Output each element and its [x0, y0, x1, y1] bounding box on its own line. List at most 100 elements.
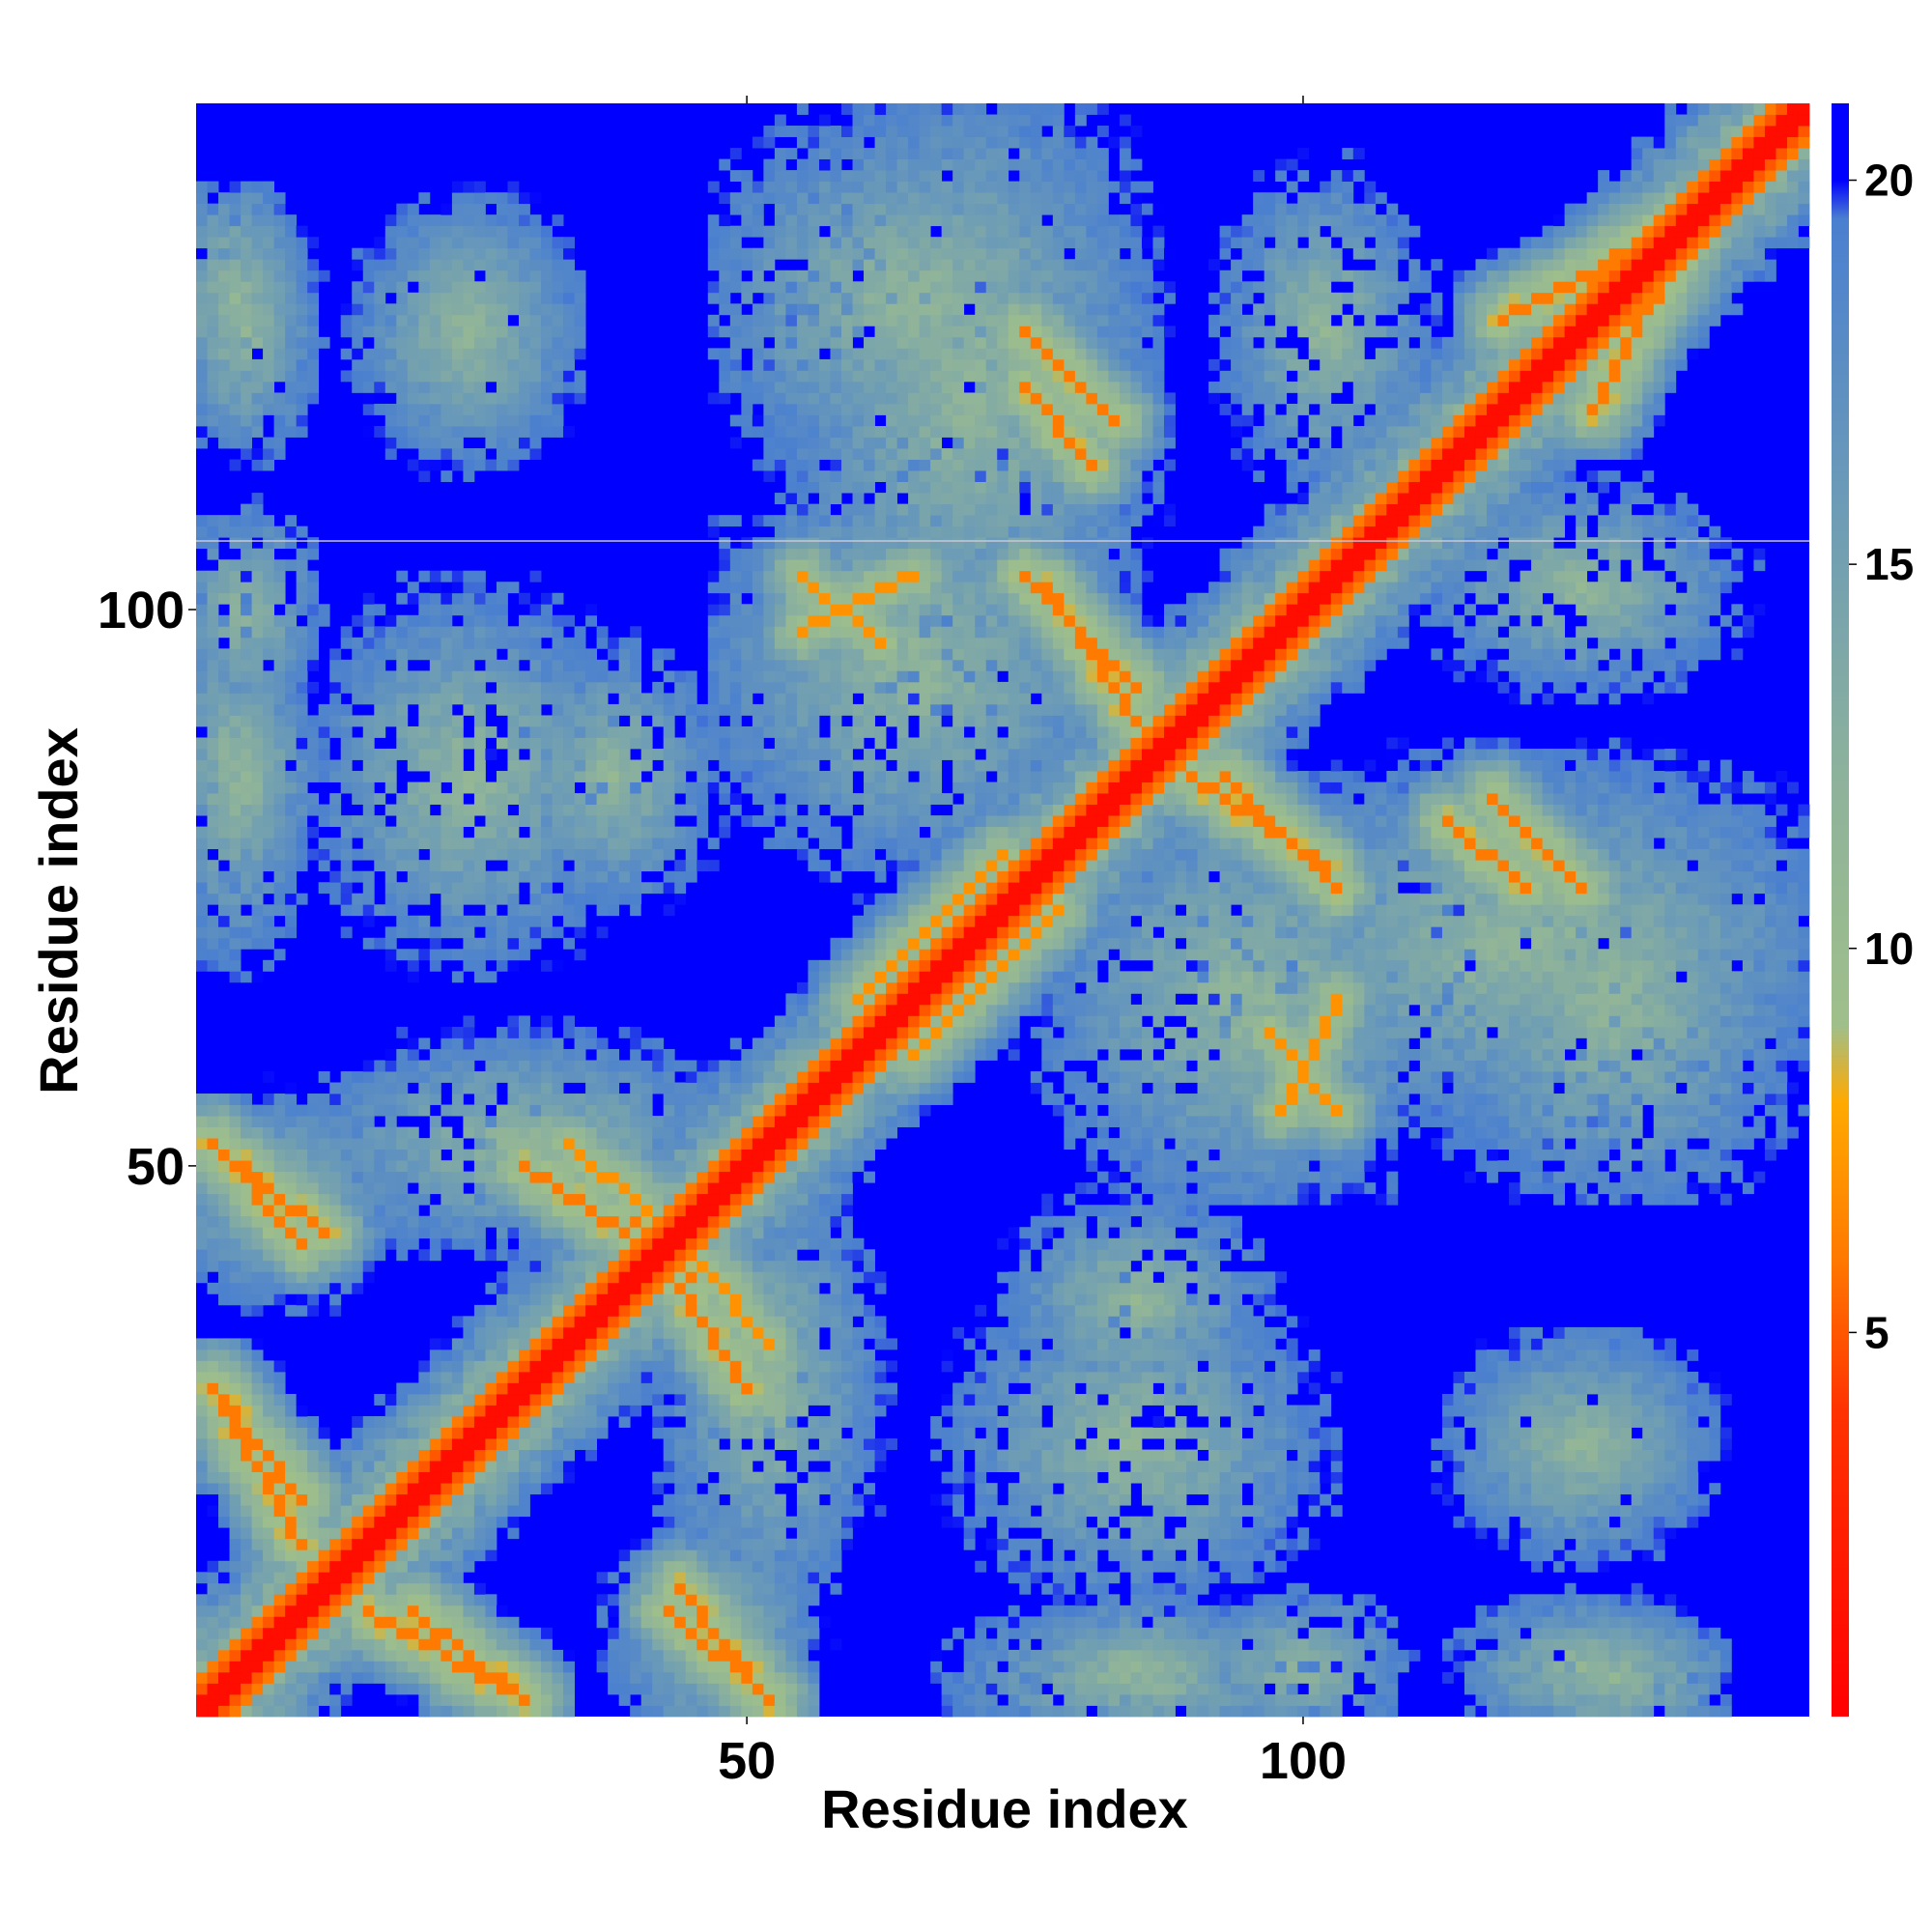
heatmap-cell [674, 1582, 687, 1595]
heatmap-cell [696, 1249, 709, 1262]
heatmap-cell [440, 1483, 453, 1495]
heatmap-cell [263, 1572, 275, 1584]
heatmap-cell [374, 1516, 386, 1528]
heatmap-cell [352, 693, 364, 705]
heatmap-cell [440, 1582, 453, 1595]
heatmap-cell [318, 1505, 330, 1518]
heatmap-cell [719, 537, 731, 550]
heatmap-cell [218, 1094, 230, 1105]
heatmap-cell [407, 582, 419, 594]
heatmap-cell [608, 703, 620, 716]
heatmap-cell [218, 893, 230, 905]
heatmap-cell [296, 1594, 308, 1606]
heatmap-cell [608, 1605, 620, 1617]
heatmap-cell [307, 715, 320, 727]
heatmap-cell [563, 1193, 575, 1206]
heatmap-cell [529, 426, 542, 438]
heatmap-cell [251, 247, 264, 260]
heatmap-cell [496, 414, 508, 427]
heatmap-cell [218, 1516, 230, 1528]
heatmap-cell [285, 1594, 298, 1606]
heatmap-cell [763, 1616, 776, 1629]
heatmap-cell [496, 637, 508, 649]
heatmap-cell [563, 247, 575, 260]
heatmap-cell [384, 348, 397, 360]
heatmap-cell [362, 358, 375, 371]
heatmap-cell [752, 1483, 764, 1495]
heatmap-cell [763, 314, 776, 327]
heatmap-cell [774, 548, 786, 560]
heatmap-cell [307, 381, 320, 393]
heatmap-cell [552, 1037, 564, 1050]
heatmap-cell [696, 1549, 709, 1562]
heatmap-cell [440, 303, 453, 316]
heatmap-cell [285, 771, 298, 782]
heatmap-cell [307, 1215, 320, 1228]
heatmap-cell [384, 1549, 397, 1562]
heatmap-cell [463, 1461, 475, 1473]
heatmap-cell [296, 1582, 308, 1595]
heatmap-cell [396, 1026, 409, 1038]
heatmap-cell [774, 1227, 786, 1239]
heatmap-cell [752, 336, 764, 349]
heatmap-cell [519, 781, 530, 794]
heatmap-cell [263, 1171, 275, 1183]
heatmap-cell [507, 870, 520, 883]
heatmap-cell [418, 1371, 431, 1383]
heatmap-cell [463, 1416, 475, 1428]
heatmap-cell [496, 1416, 508, 1428]
heatmap-cell [318, 1560, 330, 1573]
heatmap-cell [596, 1405, 609, 1417]
heatmap-cell [674, 1505, 687, 1518]
heatmap-cell [663, 1094, 675, 1105]
heatmap-cell [463, 1227, 475, 1239]
heatmap-cell [752, 270, 764, 282]
heatmap-cell [774, 1560, 786, 1573]
heatmap-cell [519, 1015, 530, 1028]
heatmap-cell [318, 1094, 330, 1105]
heatmap-cell [685, 1282, 697, 1294]
heatmap-cell [463, 1683, 475, 1695]
heatmap-cell [196, 749, 208, 760]
heatmap-cell [374, 1627, 386, 1639]
heatmap-cell [407, 592, 419, 605]
heatmap-cell [529, 1349, 542, 1361]
heatmap-cell [251, 1149, 264, 1161]
heatmap-cell [440, 214, 453, 227]
heatmap-cell [696, 725, 709, 738]
heatmap-cell [574, 303, 586, 316]
heatmap-cell [241, 403, 252, 415]
heatmap-cell [229, 1471, 242, 1484]
heatmap-cell [196, 904, 208, 917]
heatmap-cell [729, 225, 742, 238]
heatmap-cell [563, 848, 575, 861]
heatmap-cell [241, 1449, 252, 1462]
heatmap-cell [429, 326, 441, 338]
heatmap-cell [729, 1527, 742, 1540]
heatmap-cell [741, 1582, 753, 1595]
heatmap-cell [752, 1616, 764, 1629]
heatmap-cell [318, 1427, 330, 1439]
heatmap-cell [719, 1449, 731, 1462]
heatmap-cell [729, 749, 742, 760]
heatmap-cell [229, 214, 242, 227]
heatmap-cell [541, 259, 553, 271]
heatmap-cell [263, 181, 275, 193]
heatmap-cell [251, 1271, 264, 1284]
heatmap-cell [519, 1505, 530, 1518]
heatmap-cell [463, 470, 475, 482]
heatmap-cell [563, 381, 575, 393]
heatmap-cell [541, 1260, 553, 1272]
heatmap-cell [374, 1527, 386, 1540]
heatmap-cell [196, 1382, 208, 1395]
heatmap-cell [463, 893, 475, 905]
heatmap-cell [541, 1215, 553, 1228]
heatmap-cell [241, 614, 252, 627]
heatmap-cell [451, 1227, 464, 1239]
heatmap-cell [440, 403, 453, 415]
heatmap-cell [752, 1416, 764, 1428]
heatmap-cell [529, 1371, 542, 1383]
heatmap-cell [207, 949, 219, 961]
heatmap-cell [752, 1271, 764, 1284]
heatmap-cell [707, 1227, 720, 1239]
